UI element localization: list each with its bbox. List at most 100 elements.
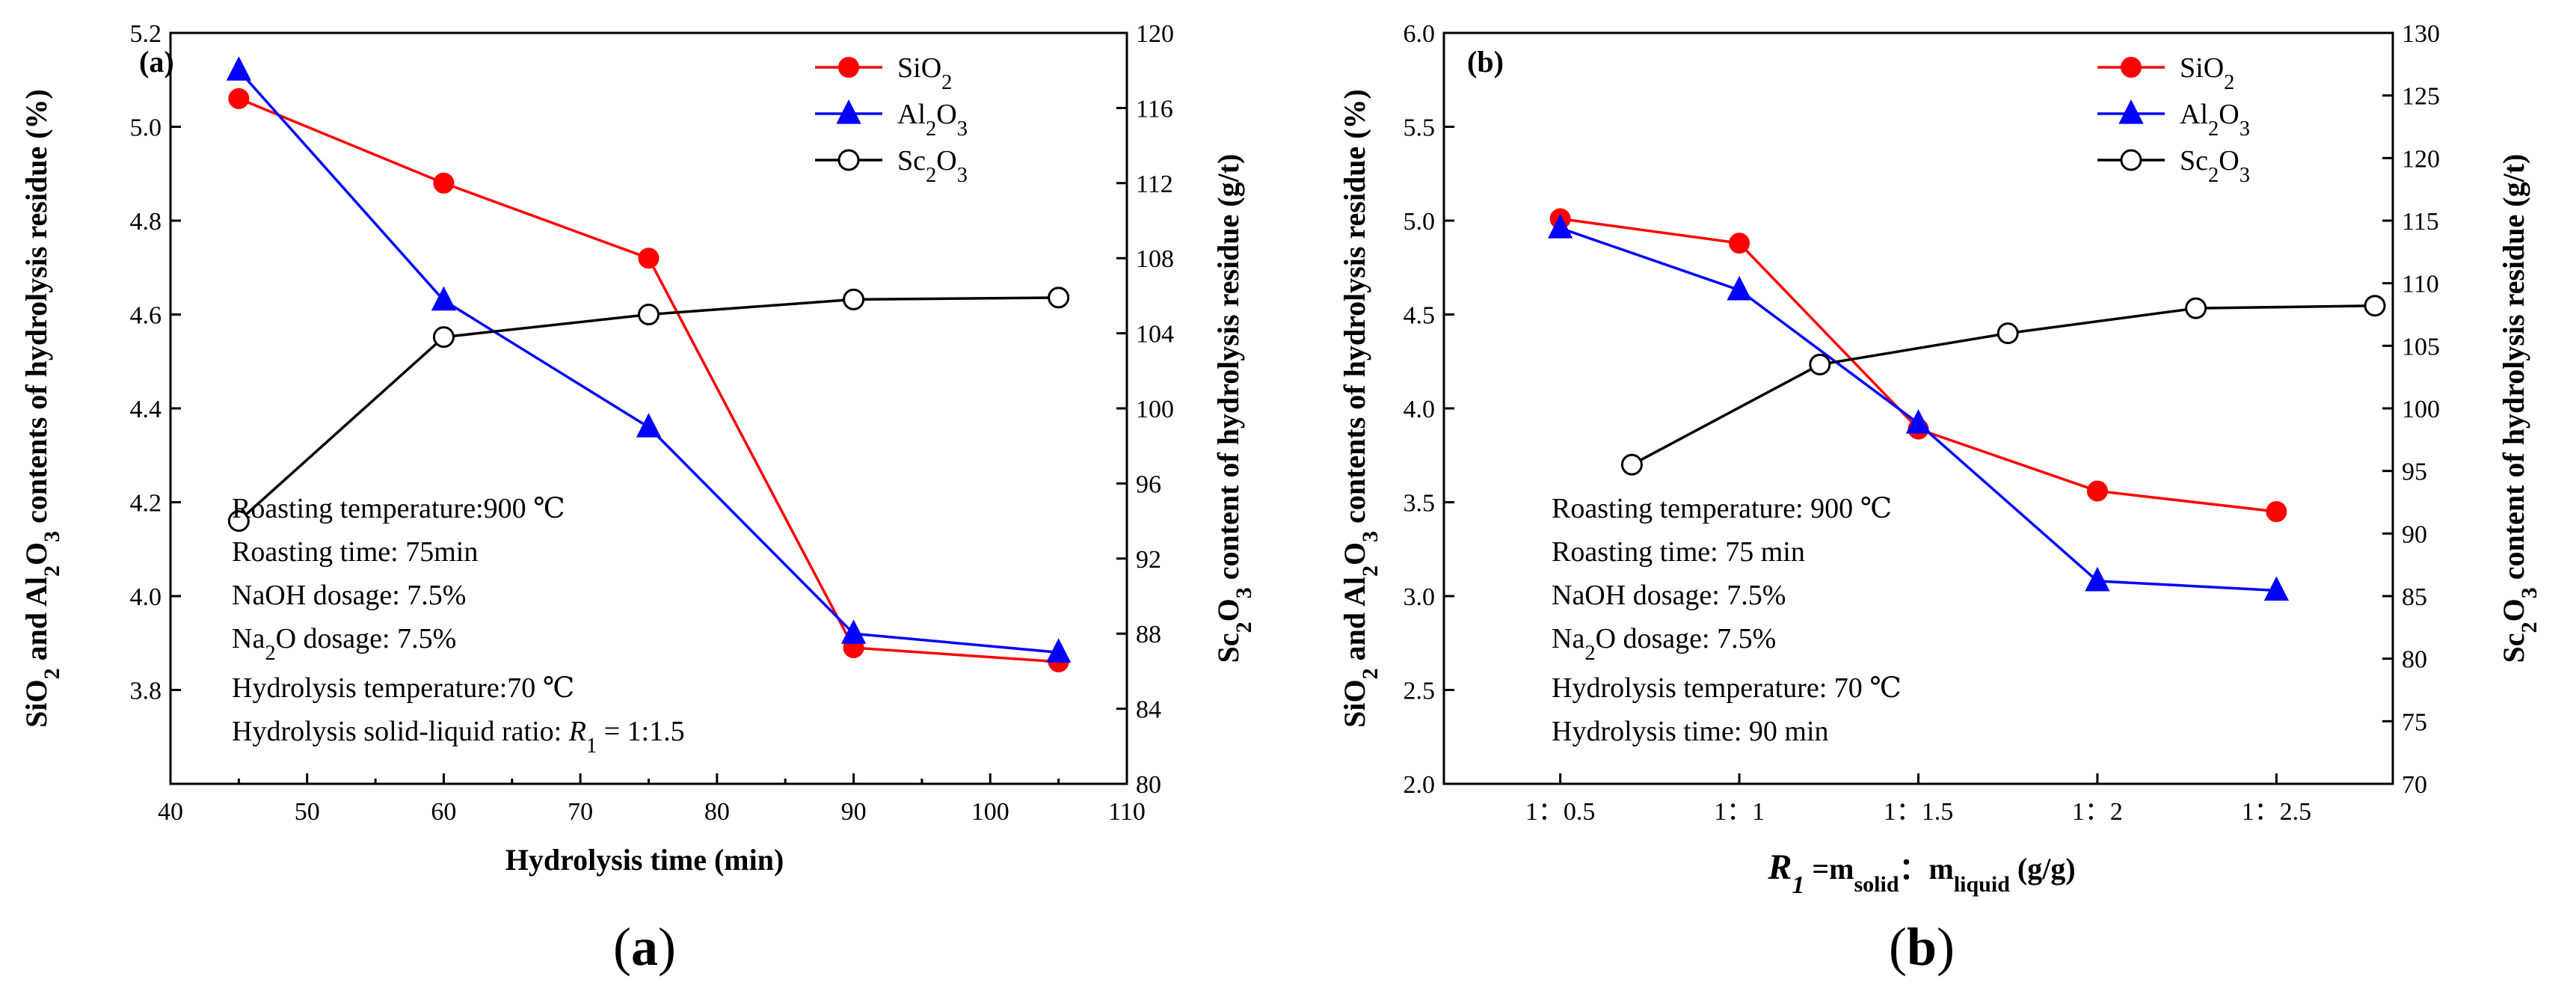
data-point-sc2o3	[843, 288, 865, 310]
x-tick-label: 1：2.5	[2242, 798, 2312, 826]
data-point-sio2	[433, 172, 455, 194]
x-tick-label: 60	[431, 798, 456, 826]
annotation-line: Hydrolysis temperature:70 ℃	[232, 672, 574, 704]
chart-panel-a: 40 50 60 70 80 90 100 110 3.8 4.0 4.2 4.4 4.6 4.8 5.0 5…	[19, 20, 1256, 977]
y-right-tick-label: 80	[1136, 771, 1161, 799]
data-point-al2o3	[2118, 99, 2144, 124]
data-point-sc2o3	[1620, 453, 1643, 476]
x-tick-label: 70	[568, 798, 593, 826]
chart-panel-b: 1：0.5 1：1 1：1.5 1：2 1：2.5 2.0 2.5 3.0 3.5 4.0 4.5 5…	[1338, 20, 2542, 977]
data-point-al2o3	[1547, 214, 1573, 239]
annotation-line: Na2O dosage: 7.5%	[1552, 623, 1776, 665]
y-left-tick-label: 5.5	[1404, 114, 1436, 142]
legend-label-al2o3: Al2O3	[2180, 99, 2250, 141]
x-tick-label: 1：0.5	[1525, 798, 1596, 826]
plot-frame	[1442, 31, 2394, 785]
panel-caption: (a)	[613, 917, 676, 977]
annotation-line: Roasting temperature:900 ℃	[232, 493, 565, 524]
y-left-tick-label: 4.6	[130, 302, 162, 330]
data-point-sc2o3	[2364, 295, 2386, 317]
data-point-sio2	[638, 248, 660, 269]
data-point-sc2o3	[2185, 297, 2207, 319]
data-point-sio2	[838, 57, 859, 78]
y-right-tick-label: 100	[2402, 396, 2440, 423]
y-left-tick-label: 2.5	[1404, 678, 1436, 705]
data-point-sio2	[2121, 57, 2142, 78]
y-left-tick-label: 5.2	[130, 20, 162, 48]
y-right-tick-label: 90	[2402, 521, 2427, 548]
y-left-tick-label: 5.0	[1404, 208, 1436, 236]
panel-caption: (b)	[1889, 917, 1955, 977]
annotation-line: Hydrolysis time: 90 min	[1552, 716, 1829, 747]
y-left-axis-title: SiO2 and Al2O3 contents of hydrolysis re…	[1338, 89, 1383, 728]
y-right-tick-label: 70	[2402, 771, 2427, 799]
x-tick-label: 1：1.5	[1884, 798, 1954, 826]
legend-label-sio2: SiO2	[897, 52, 952, 94]
y-right-tick-label: 88	[1136, 621, 1161, 648]
y-right-tick-label: 130	[2402, 20, 2440, 48]
series-sc2o3	[1620, 295, 2386, 476]
x-tick-label: 80	[704, 798, 730, 826]
x-tick-label: 40	[158, 798, 183, 826]
y-left-axis-title: SiO2 and Al2O3 contents of hydrolysis re…	[19, 89, 64, 728]
y-right-tick-label: 96	[1136, 470, 1161, 498]
y-right-tick-label: 110	[2402, 271, 2439, 298]
y-left-tick-label: 3.8	[130, 678, 162, 705]
y-left-tick-label: 2.0	[1404, 771, 1436, 799]
y-right-tick-label: 108	[1136, 245, 1174, 273]
y-left-tick-label: 3.0	[1404, 583, 1436, 611]
annotation-line: NaOH dosage: 7.5%	[232, 580, 466, 611]
data-point-al2o3	[840, 619, 867, 644]
legend-label-sc2o3: Sc2O3	[897, 145, 968, 187]
data-point-sio2	[2266, 501, 2287, 523]
annotation-line: Hydrolysis temperature: 70 ℃	[1552, 672, 1902, 704]
data-point-al2o3	[636, 413, 662, 438]
y-left-tick-label: 4.0	[1404, 396, 1436, 423]
panel-label: (b)	[1467, 45, 1504, 79]
legend-label-sio2: SiO2	[2180, 52, 2234, 94]
y-right-tick-label: 120	[1136, 20, 1174, 48]
y-left-tick-label: 4.2	[130, 490, 162, 518]
y-right-tick-label: 125	[2402, 83, 2440, 111]
y-right-axis-title: Sc2O3 content of hydrolysis residue (g/t…	[2497, 154, 2542, 663]
annotation-line: Roasting time: 75min	[232, 536, 478, 568]
series-al2o3	[1547, 214, 2290, 601]
data-point-sc2o3	[2120, 149, 2142, 171]
y-left-tick-label: 4.0	[130, 583, 162, 611]
data-point-al2o3	[226, 56, 251, 81]
y-right-tick-label: 92	[1136, 546, 1161, 574]
y-left-tick-label: 4.5	[1404, 302, 1436, 330]
data-point-sc2o3	[1048, 286, 1070, 309]
x-tick-label: 100	[971, 798, 1009, 826]
data-point-al2o3	[836, 99, 861, 124]
y-right-tick-label: 100	[1136, 396, 1174, 423]
y-right-tick-label: 104	[1136, 321, 1174, 349]
data-point-sc2o3	[432, 326, 455, 349]
data-point-sc2o3	[837, 149, 860, 171]
conditions-annotation: Roasting temperature:900 ℃ Roasting time:…	[232, 493, 685, 758]
y-left-tick-label: 3.5	[1404, 490, 1436, 518]
x-tick-label: 50	[295, 798, 320, 826]
series-sio2	[1549, 208, 2287, 523]
y-right-tick-label: 105	[2402, 333, 2440, 361]
annotation-line: Roasting temperature: 900 ℃	[1552, 493, 1892, 524]
y-left-tick-label: 4.4	[130, 396, 162, 423]
y-left-tick-label: 6.0	[1404, 20, 1436, 48]
data-point-sc2o3	[638, 304, 660, 325]
y-right-axis-title: Sc2O3 content of hydrolysis residue (g/t…	[1211, 154, 1256, 663]
y-right-tick-label: 112	[1136, 171, 1173, 198]
data-point-sio2	[1729, 233, 1750, 254]
panel-label: (a)	[139, 45, 174, 79]
y-right-tick-label: 75	[2402, 708, 2427, 736]
annotation-line: Roasting time: 75 min	[1552, 536, 1805, 568]
plot-frame	[169, 31, 1128, 785]
y-right-tick-label: 95	[2402, 458, 2427, 486]
x-tick-label: 90	[841, 798, 867, 826]
conditions-annotation: Roasting temperature: 900 ℃ Roasting time…	[1552, 493, 1902, 747]
data-point-sc2o3	[227, 510, 250, 533]
y-left-tick-label: 4.8	[130, 208, 162, 236]
series-line-sio2	[1560, 217, 2277, 513]
